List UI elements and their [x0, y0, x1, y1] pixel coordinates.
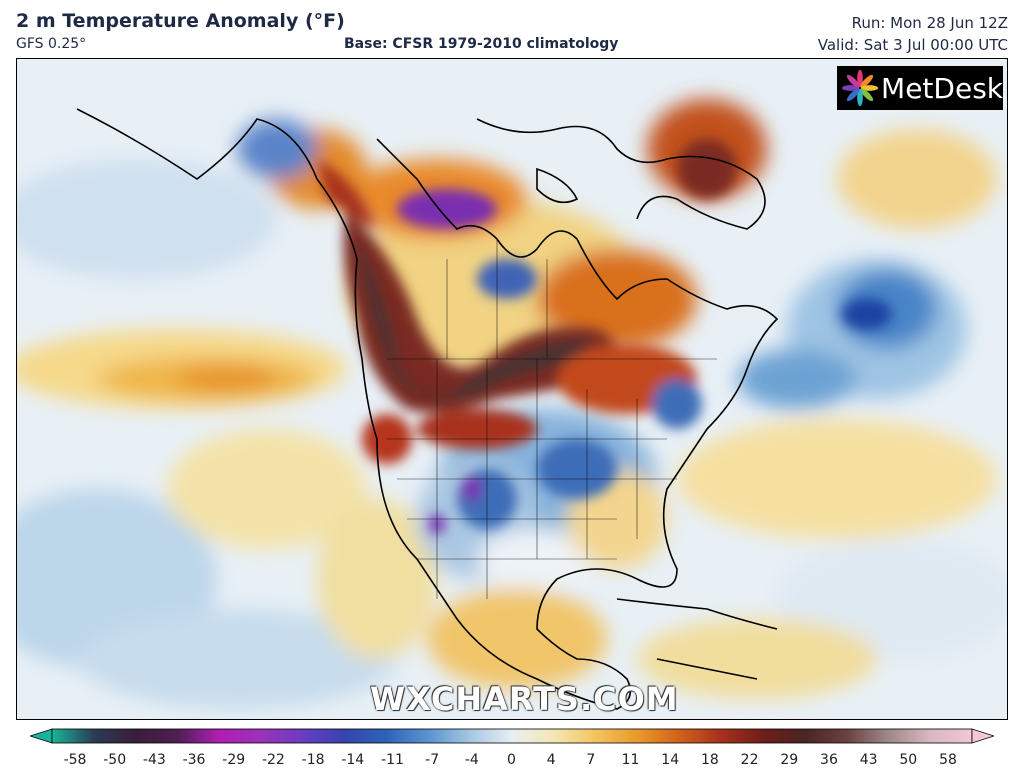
- coastlines: [76, 108, 779, 710]
- wxcharts-watermark: WXCHARTS.COM: [370, 680, 679, 718]
- colorbar-tick-label: 18: [700, 752, 719, 768]
- valid-time-label: Valid: Sat 3 Jul 00:00 UTC: [817, 36, 1008, 54]
- colorbar-tick-label: 7: [586, 752, 596, 768]
- colorbar-tick-label: 58: [939, 752, 957, 768]
- metdesk-flower-icon: [841, 69, 879, 107]
- colorbar-tick-label: -43: [142, 752, 166, 768]
- model-label: GFS 0.25°: [16, 36, 87, 52]
- colorbar-tick-label: -14: [341, 752, 365, 768]
- colorbar-tick-label: 50: [899, 752, 918, 768]
- temperature-anomaly-map: [16, 58, 1008, 720]
- run-time-label: Run: Mon 28 Jun 12Z: [851, 14, 1008, 32]
- colorbar-tick-label: 43: [859, 752, 878, 768]
- map-title: 2 m Temperature Anomaly (°F): [16, 10, 345, 32]
- colorbar-tick-label: -29: [222, 752, 246, 768]
- colorbar: -58 -50 -43 -36 -29 -22 -18 -14 -11 -7 -4 0 4 7 11 14 18…: [28, 724, 996, 778]
- base-climatology-label: Base: CFSR 1979-2010 climatology: [344, 36, 619, 52]
- colorbar-left-arrow: [28, 728, 53, 744]
- colorbar-tick-label: -22: [261, 752, 285, 768]
- colorbar-tick-label: 11: [621, 752, 640, 768]
- colorbar-tick-label: 29: [780, 752, 799, 768]
- colorbar-tick-label: 4: [546, 752, 556, 768]
- colorbar-tick-label: -36: [182, 752, 206, 768]
- colorbar-tick-label: 14: [661, 752, 680, 768]
- colorbar-tick-label: 36: [820, 752, 838, 768]
- map-svg: [17, 59, 1007, 719]
- colorbar-gradient: [51, 728, 973, 744]
- colorbar-tick-label: 22: [740, 752, 759, 768]
- anomaly-field: [17, 99, 1007, 709]
- colorbar-svg: [28, 728, 996, 744]
- colorbar-tick-label: -11: [381, 752, 404, 768]
- colorbar-tick-label: -7: [425, 752, 440, 768]
- colorbar-tick-label: -18: [301, 752, 325, 768]
- colorbar-tick-label: -50: [103, 752, 127, 768]
- colorbar-tick-label: -4: [464, 752, 479, 768]
- metdesk-logo: MetDesk: [837, 66, 1003, 110]
- colorbar-right-arrow: [971, 728, 996, 744]
- colorbar-tick-label: -58: [63, 752, 87, 768]
- metdesk-logo-text: MetDesk: [881, 71, 1003, 105]
- colorbar-tick-label: 0: [507, 752, 516, 768]
- political-borders: [387, 239, 717, 599]
